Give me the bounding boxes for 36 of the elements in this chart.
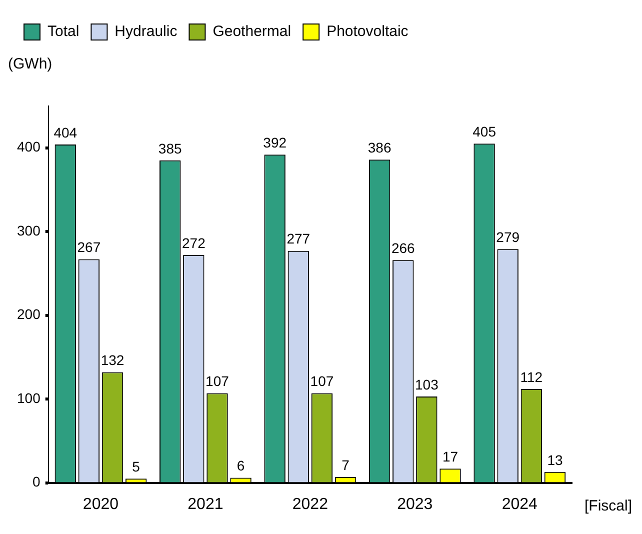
data-label: 6 <box>236 458 245 474</box>
data-label: 7 <box>342 456 350 473</box>
data-label: 279 <box>496 229 520 246</box>
data-label: 112 <box>520 368 543 385</box>
y-tick-label: 300 <box>17 222 41 238</box>
y-axis-title: (GWh) <box>8 56 52 73</box>
x-axis-title: [Fiscal] <box>584 497 632 514</box>
data-label: 277 <box>286 230 310 247</box>
x-tick-label: 2023 <box>397 496 433 513</box>
data-label: 392 <box>263 134 287 150</box>
legend-label: Photovoltaic <box>326 23 409 40</box>
data-label: 17 <box>442 448 458 464</box>
x-tick-label: 2021 <box>188 496 224 513</box>
data-label: 132 <box>100 352 124 368</box>
data-label: 267 <box>77 239 101 256</box>
data-label: 386 <box>368 139 392 156</box>
y-tick-label: 0 <box>32 474 41 490</box>
data-label: 266 <box>391 240 416 256</box>
y-tick-label: 400 <box>17 138 41 155</box>
y-tick-label: 200 <box>17 306 41 322</box>
data-label: 13 <box>547 452 563 468</box>
legend-label: Geothermal <box>212 23 292 40</box>
data-label: 272 <box>182 234 206 251</box>
x-tick-label: 2022 <box>292 496 328 513</box>
data-label: 107 <box>310 373 334 390</box>
data-label: 103 <box>415 376 439 392</box>
data-label: 385 <box>158 140 182 156</box>
data-label: 405 <box>472 124 496 140</box>
legend-label: Hydraulic <box>114 23 178 40</box>
data-label: 404 <box>54 124 78 140</box>
y-tick-label: 100 <box>17 390 41 406</box>
data-label: 5 <box>132 458 140 474</box>
legend-label: Total <box>48 23 80 40</box>
x-tick-label: 2024 <box>502 496 538 513</box>
data-label: 107 <box>206 373 230 390</box>
x-tick-label: 2020 <box>82 496 119 513</box>
